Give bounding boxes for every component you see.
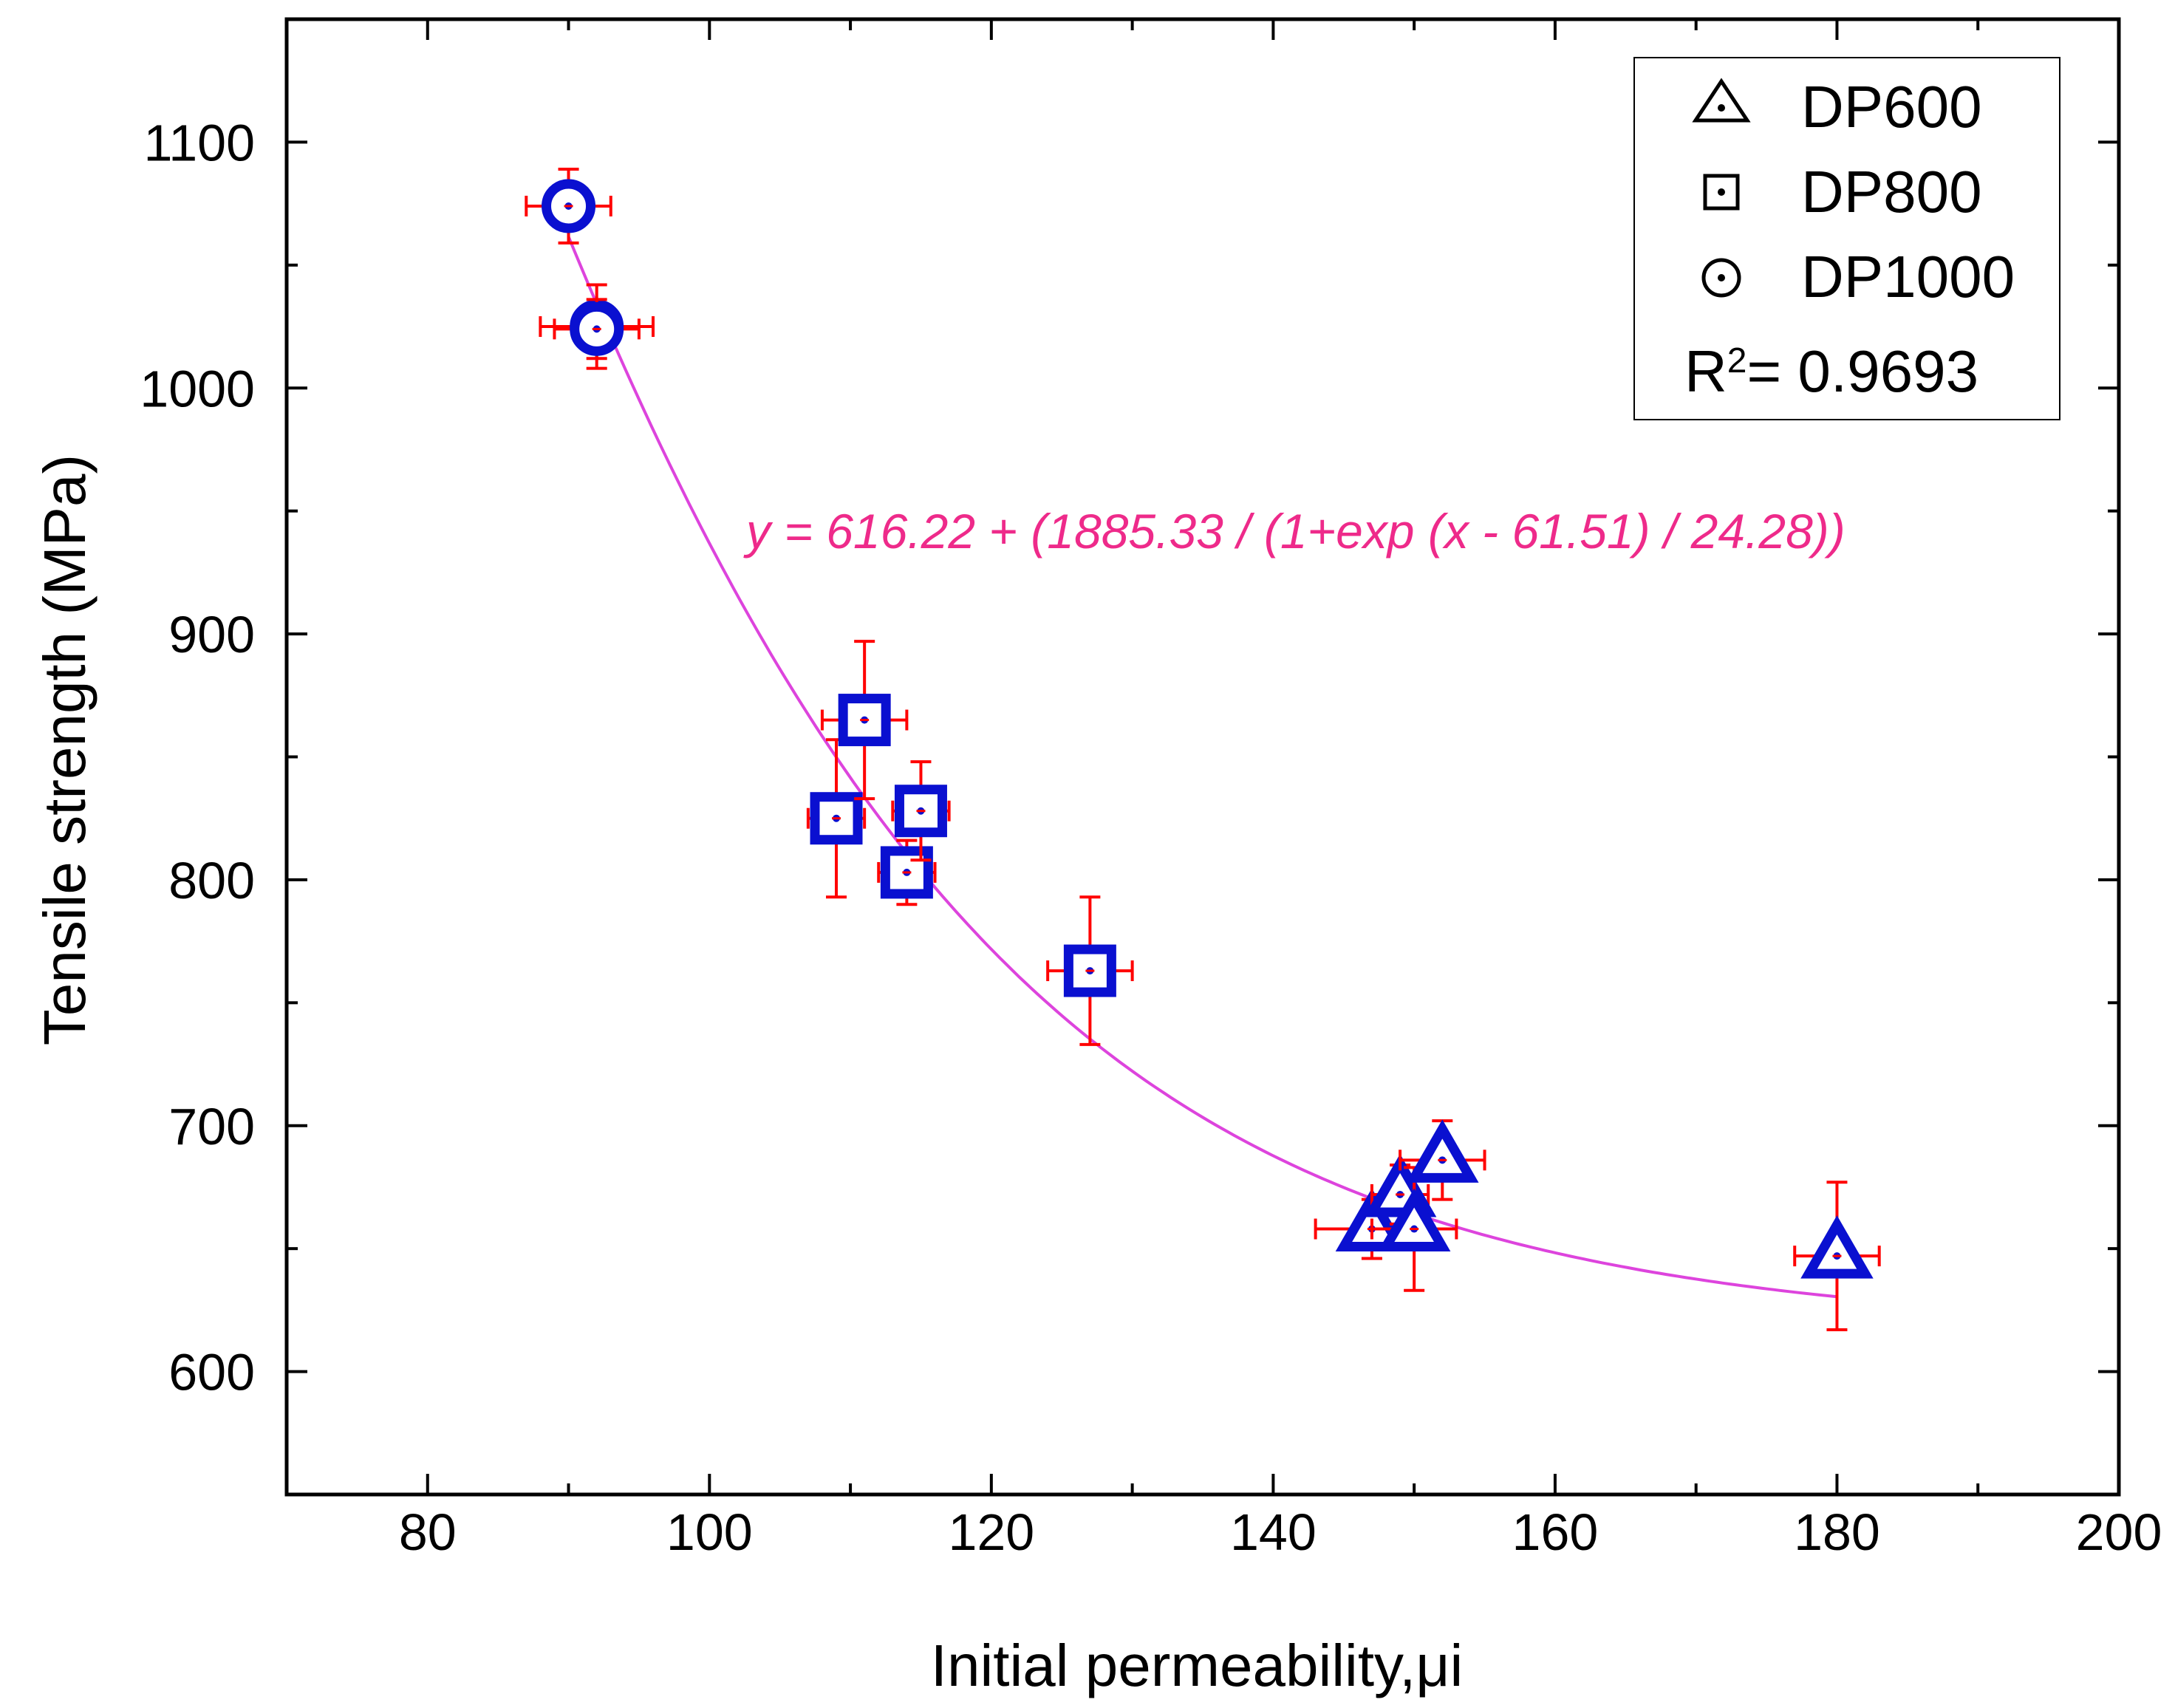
- x-tick-label: 180: [1794, 1503, 1880, 1561]
- legend-box: [1633, 57, 2060, 420]
- y-tick-label: 1100: [143, 114, 255, 171]
- x-tick-label: 120: [948, 1503, 1034, 1561]
- data-point-dp600: [1399, 1119, 1486, 1201]
- x-tick-label: 100: [666, 1503, 753, 1561]
- y-tick-label: 800: [168, 852, 255, 909]
- legend-triangle-dot: [1718, 104, 1725, 112]
- square-marker: [894, 785, 947, 838]
- x-tick-label: 80: [399, 1503, 457, 1561]
- x-tick-label: 160: [1512, 1503, 1599, 1561]
- legend-circle-icon: [1701, 258, 1741, 298]
- fit-equation: y = 616.22 + (1885.33 / (1+exp (x - 61.5…: [743, 504, 1845, 558]
- legend: DP600 DP800 DP1000 R2= 0.9693: [1633, 57, 2060, 420]
- data-point-dp800: [806, 738, 867, 899]
- r-squared-r: R: [1684, 338, 1727, 404]
- triangle-marker: [1800, 1215, 1874, 1279]
- y-tick-label: 900: [168, 606, 255, 663]
- legend-label-dp800: DP800: [1801, 159, 1982, 225]
- legend-square-dot: [1718, 188, 1725, 196]
- data-point-dp800: [820, 640, 909, 801]
- legend-square-icon: [1703, 174, 1740, 211]
- r-squared-value: = 0.9693: [1747, 338, 1978, 404]
- data-point-dp600: [1793, 1181, 1881, 1332]
- data-point-dp800: [877, 838, 937, 906]
- r-squared-label: R2= 0.9693: [1684, 338, 1978, 404]
- triangle-marker: [1406, 1119, 1479, 1183]
- fit-curve-layer: [567, 236, 1837, 1299]
- y-tick-label: 1000: [140, 360, 255, 417]
- y-tick-label: 700: [168, 1098, 255, 1155]
- legend-label-dp600: DP600: [1801, 74, 1982, 140]
- x-axis-title: Initial permeability,μi: [931, 1633, 1463, 1698]
- legend-circle-dot: [1718, 274, 1725, 281]
- legend-label-dp1000: DP1000: [1801, 244, 2015, 310]
- y-axis-title: Tensile strength (MPa): [32, 454, 98, 1045]
- x-tick-label: 200: [2076, 1503, 2162, 1561]
- y-tick-label: 600: [168, 1344, 255, 1401]
- data-points-layer: [525, 168, 1881, 1332]
- plot-frame: [284, 17, 2121, 1497]
- square-marker: [1063, 944, 1116, 997]
- fit-curve: [567, 236, 1837, 1299]
- data-point-dp1000: [525, 168, 612, 245]
- data-point-dp1000: [553, 298, 641, 361]
- triangle-marker: [1377, 1188, 1451, 1252]
- data-point-dp600: [1370, 1166, 1458, 1292]
- data-point-dp800: [1046, 895, 1134, 1046]
- legend-triangle-icon: [1692, 78, 1751, 123]
- x-tick-label: 140: [1230, 1503, 1317, 1561]
- data-point-dp800: [891, 760, 951, 862]
- axis-labels-layer: 80 100 120 140 160 180 200 600 700 800 900 1000 1100: [140, 114, 2162, 1561]
- r-squared-sup: 2: [1727, 341, 1747, 380]
